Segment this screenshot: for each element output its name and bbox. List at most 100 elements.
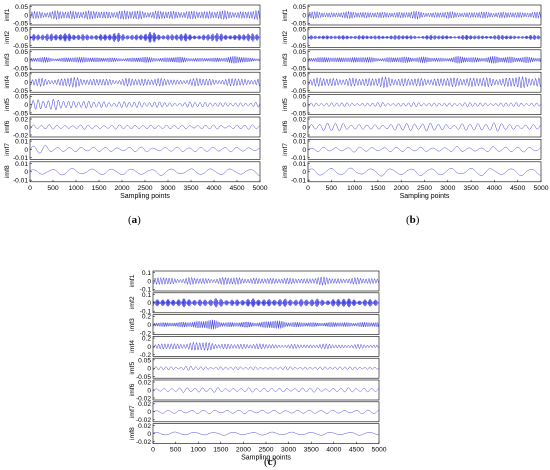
y-tick-label: 0 xyxy=(147,300,151,307)
subplot-frame xyxy=(307,139,542,160)
x-tick-label: 1000 xyxy=(347,185,362,192)
imf-trace xyxy=(307,146,542,153)
x-tick-label: 500 xyxy=(326,185,338,192)
y-tick-label: 0.2 xyxy=(142,314,151,321)
y-tick-label: -0.01 xyxy=(13,155,28,162)
y-tick-label: 0 xyxy=(147,431,151,438)
y-tick-label: -0.02 xyxy=(136,439,151,446)
y-tick-label: 0.1 xyxy=(142,292,151,299)
x-axis-label: Sampling points xyxy=(120,193,170,200)
series-label: imf8 xyxy=(4,165,11,178)
y-tick-label: 0 xyxy=(302,35,306,42)
x-tick-label: 3000 xyxy=(440,185,455,192)
series-label: imf6 xyxy=(129,383,136,396)
series-label: imf7 xyxy=(4,143,11,156)
y-tick-label: 0.05 xyxy=(15,71,28,78)
y-tick-label: 0.02 xyxy=(293,116,306,123)
series-label: imf2 xyxy=(282,31,289,44)
imf-trace xyxy=(152,298,380,308)
y-tick-label: 0.05 xyxy=(293,94,306,101)
series-label: imf2 xyxy=(129,296,136,309)
y-tick-label: 0 xyxy=(24,12,28,19)
imf-trace xyxy=(152,387,380,393)
imf-trace xyxy=(307,122,542,132)
series-label: imf7 xyxy=(129,405,136,418)
imf-trace xyxy=(152,319,380,330)
y-tick-label: 0 xyxy=(302,12,306,19)
imf-trace xyxy=(307,75,542,89)
x-tick-label: 4500 xyxy=(229,185,244,192)
x-tick-label: 3500 xyxy=(464,185,479,192)
x-tick-label: 2000 xyxy=(236,447,251,454)
y-tick-label: 0 xyxy=(302,147,306,154)
y-tick-label: 0.05 xyxy=(15,4,28,11)
x-tick-label: 4000 xyxy=(206,185,221,192)
y-tick-label: 0 xyxy=(24,169,28,176)
subplot-frame xyxy=(29,71,261,93)
imf-trace xyxy=(307,102,542,108)
y-tick-label: 0.01 xyxy=(293,138,306,145)
x-tick-label: 0 xyxy=(28,185,32,192)
y-tick-label: 0 xyxy=(24,124,28,131)
y-tick-label: -0.05 xyxy=(13,43,28,50)
x-axis-label: Sampling points xyxy=(241,455,291,462)
y-tick-label: -0.05 xyxy=(13,110,28,117)
y-tick-label: -0.05 xyxy=(291,43,306,50)
y-tick-label: 0.05 xyxy=(15,94,28,101)
y-tick-label: 0.1 xyxy=(142,270,151,277)
series-label: imf6 xyxy=(4,120,11,133)
y-tick-label: -0.05 xyxy=(291,110,306,117)
series-label: imf1 xyxy=(129,274,136,287)
imf-trace xyxy=(152,341,380,352)
y-tick-label: 0 xyxy=(302,102,306,109)
x-tick-label: 4000 xyxy=(326,447,341,454)
y-tick-label: 0 xyxy=(147,278,151,285)
y-tick-label: 0 xyxy=(24,57,28,64)
y-tick-label: -0.02 xyxy=(136,417,151,424)
y-tick-label: 0.05 xyxy=(293,4,306,11)
y-tick-label: -0.05 xyxy=(291,21,306,28)
y-tick-label: -0.02 xyxy=(13,132,28,139)
x-tick-label: 1500 xyxy=(91,185,106,192)
imf-trace xyxy=(29,98,261,111)
caption-b: (b) xyxy=(406,214,420,226)
x-tick-label: 3000 xyxy=(281,447,296,454)
x-tick-label: 2500 xyxy=(417,185,432,192)
series-label: imf3 xyxy=(4,53,11,66)
caption-c: (c) xyxy=(264,456,277,468)
x-tick-label: 4500 xyxy=(510,185,525,192)
y-tick-label: 0.02 xyxy=(138,379,151,386)
x-tick-label: 4500 xyxy=(349,447,364,454)
imf-trace xyxy=(29,145,261,154)
y-tick-label: 0 xyxy=(302,80,306,87)
y-tick-label: 0 xyxy=(24,147,28,154)
y-tick-label: -0.01 xyxy=(13,178,28,185)
caption-a: (a) xyxy=(128,214,141,226)
x-tick-label: 2500 xyxy=(258,447,273,454)
x-tick-label: 2000 xyxy=(394,185,409,192)
y-tick-label: 0.05 xyxy=(293,49,306,56)
y-tick-label: 0 xyxy=(302,124,306,131)
imf-trace xyxy=(152,275,380,287)
y-tick-label: -0.05 xyxy=(291,88,306,95)
x-tick-label: 1500 xyxy=(370,185,385,192)
y-tick-label: -0.05 xyxy=(13,88,28,95)
y-tick-label: 0.02 xyxy=(138,401,151,408)
y-tick-label: -0.02 xyxy=(136,395,151,402)
subplot-frame xyxy=(152,336,380,357)
y-tick-label: 0.01 xyxy=(15,138,28,145)
x-tick-label: 0 xyxy=(151,447,155,454)
y-tick-label: 0 xyxy=(302,57,306,64)
series-label: imf3 xyxy=(282,53,289,66)
subplot-frame xyxy=(29,139,261,160)
y-tick-label: 0.01 xyxy=(15,161,28,168)
y-tick-label: 0 xyxy=(147,366,151,373)
imf-trace xyxy=(29,56,261,64)
y-tick-label: 0.02 xyxy=(15,116,28,123)
y-tick-label: -0.1 xyxy=(140,287,152,294)
imf-trace xyxy=(152,409,380,415)
series-label: imf6 xyxy=(282,120,289,133)
subplot-frame xyxy=(152,401,380,423)
x-tick-label: 0 xyxy=(306,185,310,192)
series-label: imf5 xyxy=(129,362,136,375)
